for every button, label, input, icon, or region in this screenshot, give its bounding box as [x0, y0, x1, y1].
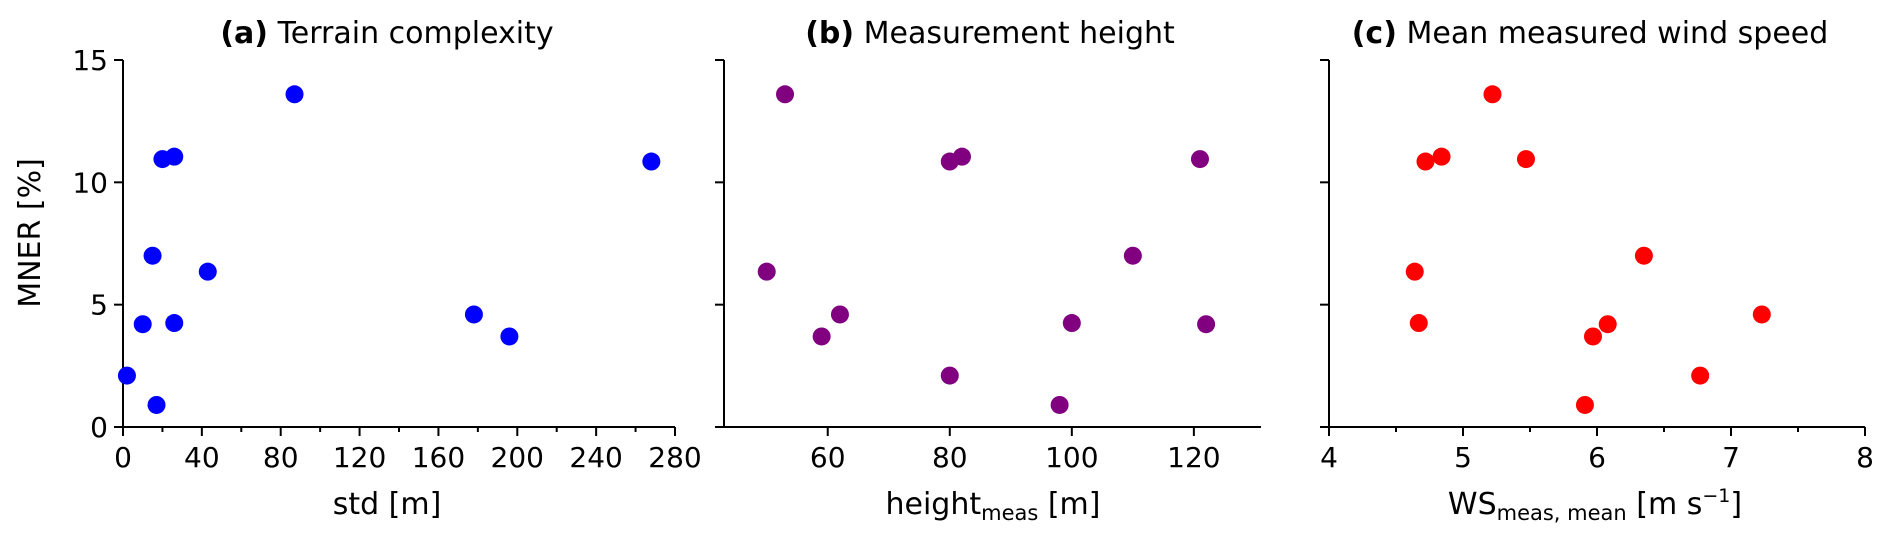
x-tick-label: 160: [412, 441, 465, 474]
data-point: [952, 147, 971, 166]
data-point: [165, 147, 184, 166]
x-tick-label: 4: [1320, 441, 1338, 474]
data-point: [1123, 246, 1142, 265]
panel-c: 4 5 6 7 8: [1320, 59, 1874, 474]
data-point: [117, 366, 136, 385]
data-point: [1583, 327, 1602, 346]
x-tick-label: 8: [1856, 441, 1874, 474]
data-point: [1516, 150, 1535, 169]
panel-b-title: (b) Measurement height: [805, 16, 1175, 51]
data-point: [1416, 152, 1435, 171]
data-point: [1050, 395, 1069, 414]
x-tick-label: 0: [114, 441, 132, 474]
panel-a: 0 5 10 15 0 40 80 120 160 200 240 280: [72, 44, 701, 474]
data-point: [1598, 315, 1617, 334]
data-point: [812, 327, 831, 346]
panel-a-title: (a) Terrain complexity: [220, 16, 553, 51]
plot-area: 0 5 10 15 0 40 80 120 160 200 240 280 60 80 100 120 4 5 6 7…: [72, 44, 1874, 474]
x-tick-label: 7: [1722, 441, 1740, 474]
data-point: [165, 314, 184, 333]
x-tick-label: 240: [569, 441, 622, 474]
data-point: [147, 395, 166, 414]
x-tick-label: 40: [184, 441, 220, 474]
x-tick-label: 80: [932, 441, 968, 474]
data-point: [1752, 305, 1771, 324]
data-point: [143, 246, 162, 265]
data-point: [776, 85, 795, 104]
y-tick-label: 5: [90, 289, 108, 322]
panel-c-x-axis-label: WSmeas, mean [m s−1]: [1448, 485, 1742, 525]
x-tick-label: 5: [1454, 441, 1472, 474]
data-point: [1405, 262, 1424, 281]
x-tick-label: 200: [491, 441, 544, 474]
data-point: [1190, 150, 1209, 169]
data-point: [1409, 314, 1428, 333]
x-tick-label: 60: [810, 441, 846, 474]
x-tick-label: 120: [1167, 441, 1220, 474]
data-point: [285, 85, 304, 104]
data-point: [642, 152, 661, 171]
panel-b: 60 80 100 120: [715, 59, 1261, 474]
data-point: [757, 262, 776, 281]
x-tick-label: 80: [263, 441, 299, 474]
data-point: [830, 305, 849, 324]
data-point: [1691, 366, 1710, 385]
data-point: [1432, 147, 1451, 166]
x-tick-label: 100: [1045, 441, 1098, 474]
data-point: [1483, 85, 1502, 104]
data-point: [940, 366, 959, 385]
data-point: [1634, 246, 1653, 265]
data-point: [1197, 315, 1216, 334]
y-axis-label: MNER [%]: [13, 158, 48, 308]
x-tick-label: 120: [333, 441, 386, 474]
data-point: [133, 315, 152, 334]
y-tick-label: 0: [90, 411, 108, 444]
panel-a-x-axis-label: std [m]: [333, 487, 442, 522]
data-point: [1575, 395, 1594, 414]
y-tick-label: 10: [72, 166, 108, 199]
data-point: [464, 305, 483, 324]
y-tick-label: 15: [72, 44, 108, 77]
data-point: [198, 262, 217, 281]
panel-b-x-axis-label: heightmeas [m]: [886, 487, 1101, 525]
panel-c-title: (c) Mean measured wind speed: [1352, 16, 1829, 51]
data-point: [500, 327, 519, 346]
x-tick-label: 6: [1588, 441, 1606, 474]
x-tick-label: 280: [648, 441, 701, 474]
data-point: [1062, 314, 1081, 333]
